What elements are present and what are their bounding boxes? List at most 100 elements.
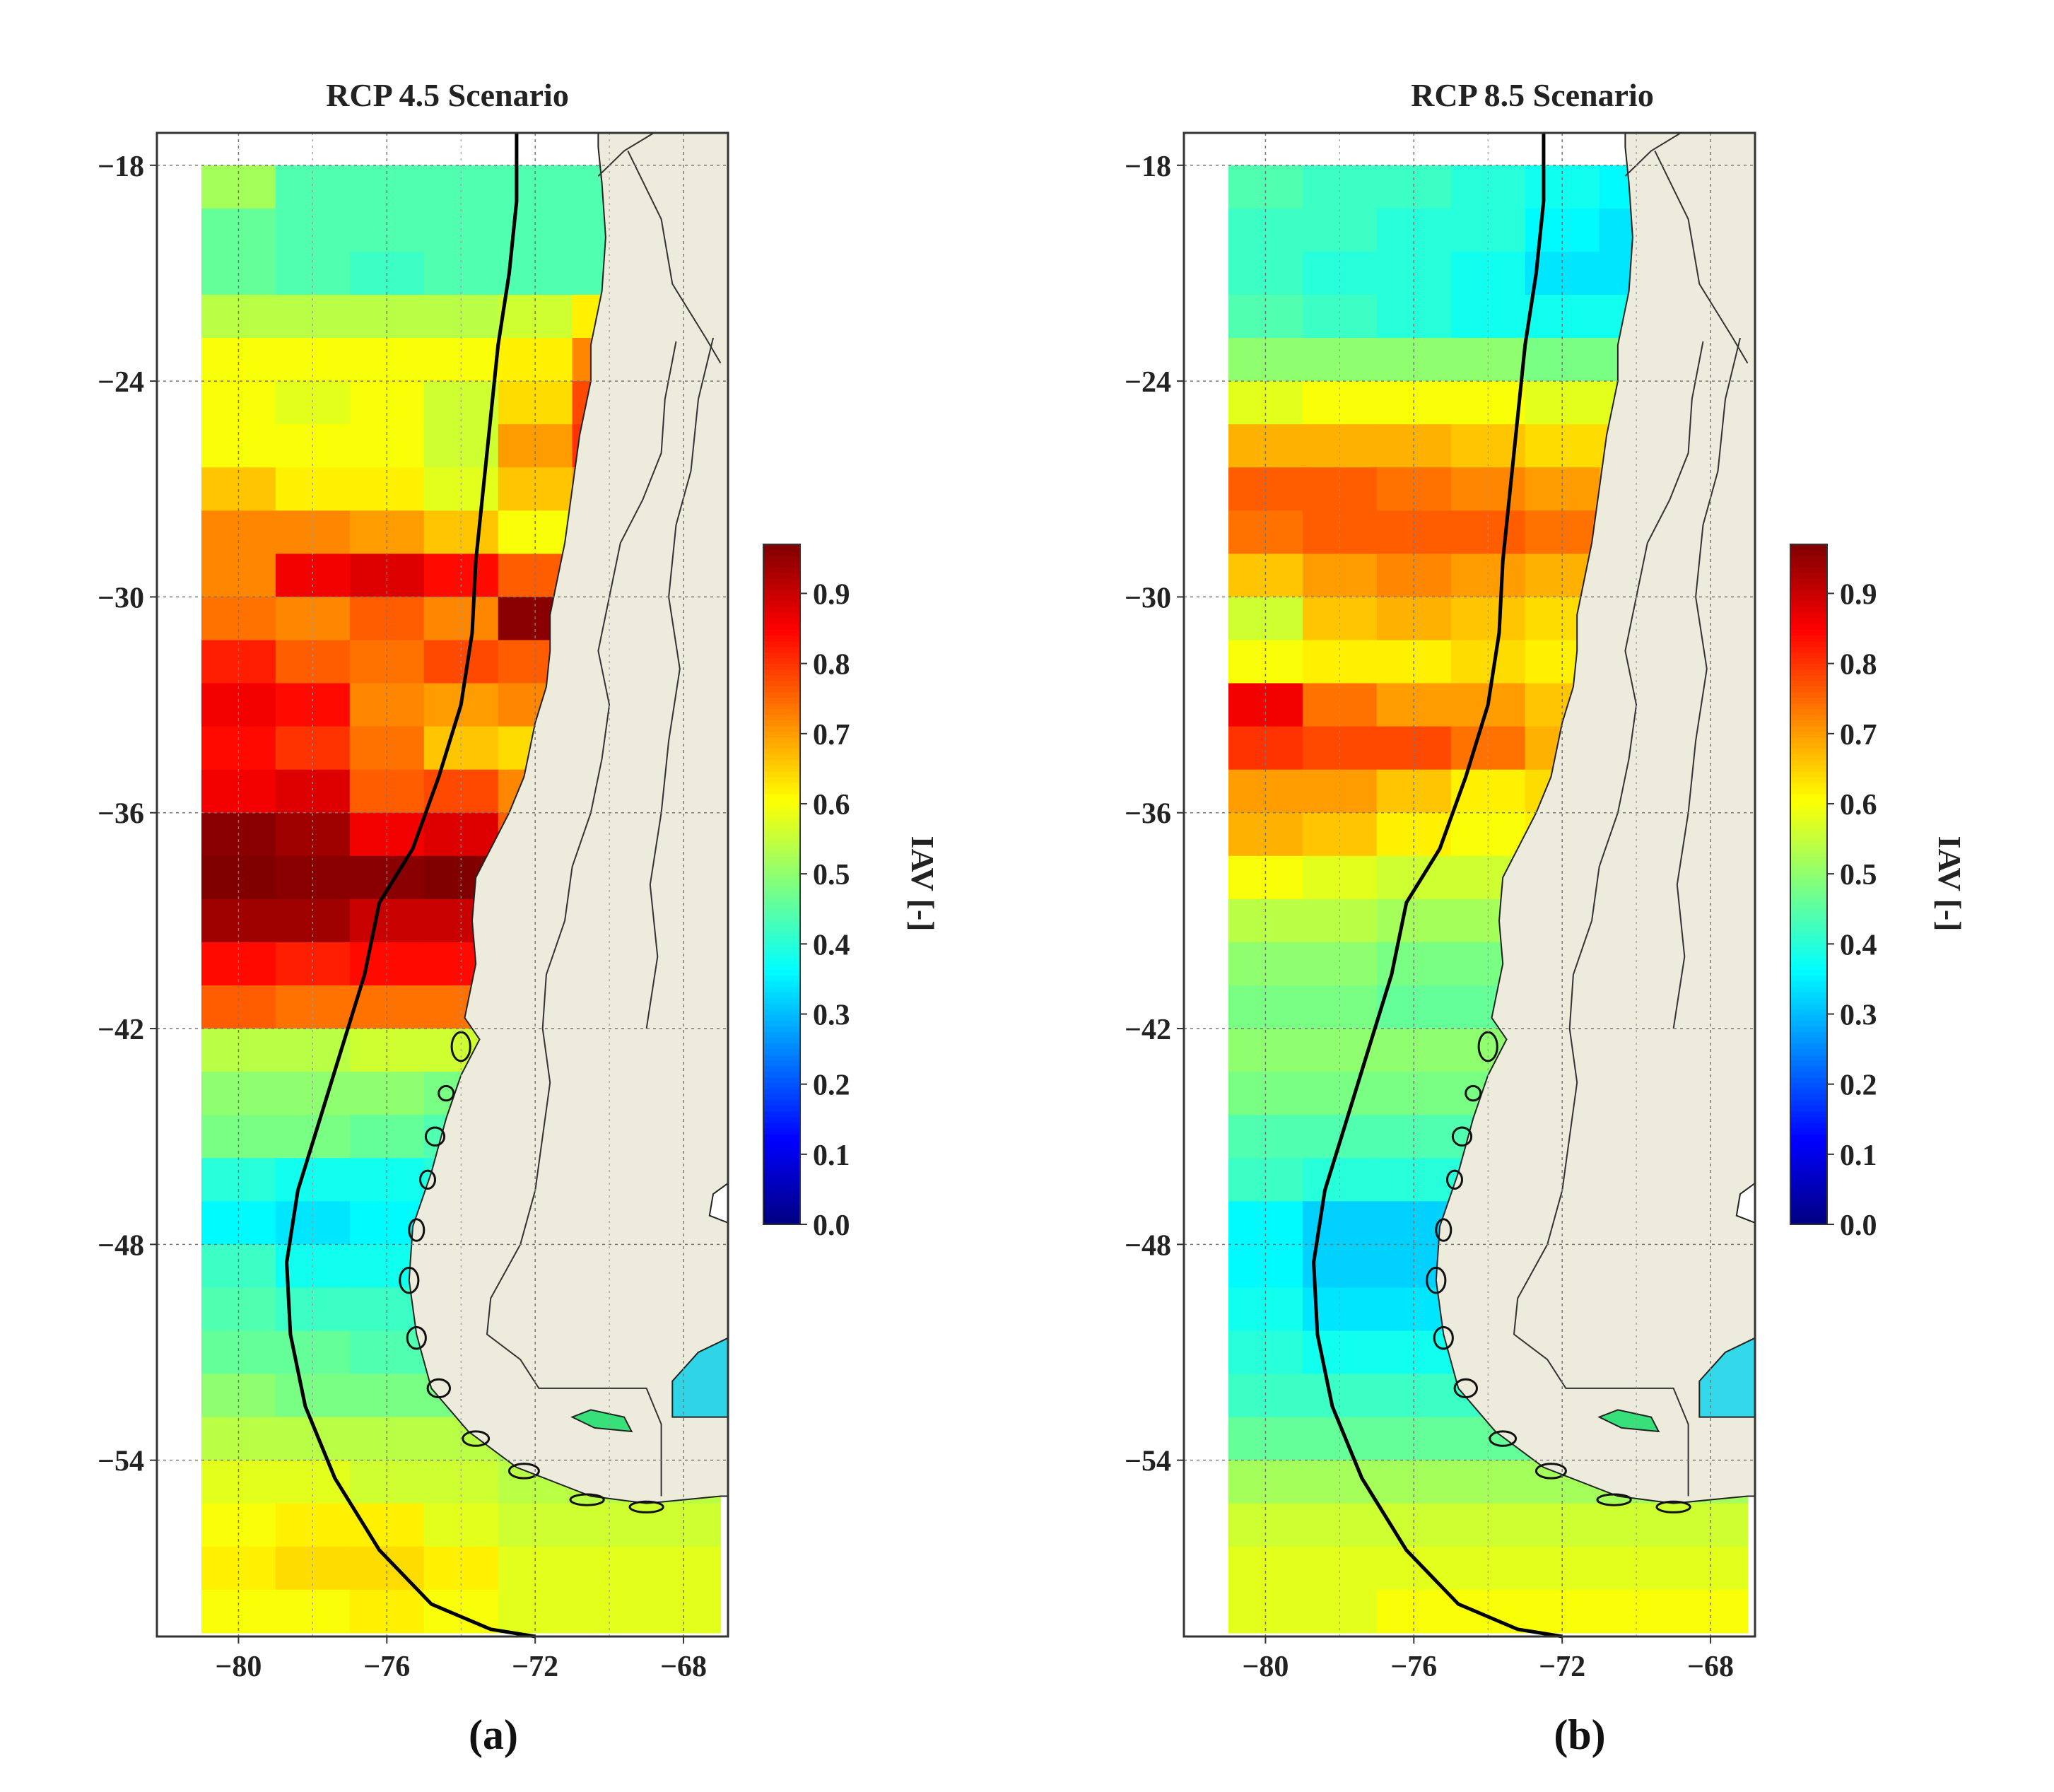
colorbar-segment (763, 958, 800, 964)
maritime-boundary-line (285, 133, 536, 1639)
fjord-island (399, 1266, 420, 1294)
colorbar-segment (763, 629, 800, 636)
colorbar-segment (763, 844, 800, 851)
strait-water (570, 1409, 633, 1433)
panel-a-sublabel: (a) (469, 1711, 518, 1758)
colorbar-tick-label: 0.9 (813, 578, 850, 611)
colorbar-segment (763, 1184, 800, 1191)
colorbar-segment (1790, 1026, 1827, 1033)
colorbar-segment (763, 1167, 800, 1174)
colorbar-segment (763, 578, 800, 585)
y-tick-label: −48 (1125, 1229, 1171, 1262)
colorbar-segment (1790, 827, 1827, 834)
colorbar-segment (763, 924, 800, 930)
colorbar-segment (763, 952, 800, 959)
colorbar-segment (763, 827, 800, 834)
colorbar-segment (1790, 618, 1827, 624)
colorbar-tick-label: 0.9 (1840, 578, 1877, 611)
colorbar-segment (763, 691, 800, 698)
colorbar-segment (1790, 561, 1827, 568)
colorbar-segment (763, 725, 800, 732)
colorbar-tick-label: 0.4 (813, 929, 850, 961)
colorbar-segment (1790, 838, 1827, 845)
colorbar-segment (1790, 986, 1827, 993)
land-mass (1435, 132, 1756, 1504)
land-mass (408, 132, 729, 1504)
colorbar-segment (763, 1161, 800, 1169)
heatmap-cell (275, 942, 351, 986)
colorbar-segment (763, 1150, 800, 1157)
colorbar-segment (1790, 550, 1827, 556)
colorbar-segment (763, 804, 800, 812)
colorbar-segment (763, 787, 800, 795)
colorbar-frame (1790, 544, 1828, 1225)
colorbar-segment (763, 838, 800, 845)
colorbar-segment (763, 1048, 800, 1055)
colorbar-segment (763, 703, 800, 710)
panel-a-map: −18−24−30−36−42−48−54−80 −76 −72 −680.00.10… (98, 131, 941, 1683)
colorbar-segment (1790, 867, 1827, 874)
gridlines (1184, 133, 1755, 1636)
heatmap-cell (275, 597, 351, 641)
panel-a-title: RCP 4.5 Scenario (326, 77, 569, 113)
fjord-island (462, 1430, 491, 1447)
colorbar-segment (763, 907, 800, 913)
colorbar-segment (763, 754, 800, 761)
colorbar-segment (763, 1088, 800, 1095)
colorbar-segment (763, 969, 800, 976)
colorbar-segment (1790, 573, 1827, 579)
colorbar-segment (1790, 1195, 1827, 1202)
colorbar-segment (1790, 1060, 1827, 1067)
colorbar-segment (763, 708, 800, 715)
colorbar-tick-label: 0.1 (813, 1140, 850, 1172)
colorbar-segment (1790, 964, 1827, 970)
heatmap-cell (275, 1201, 351, 1245)
gridlines (157, 133, 728, 1636)
colorbar-segment (763, 901, 800, 908)
colorbar-segment (763, 556, 800, 562)
colorbar-segment (763, 918, 800, 925)
colorbar-segment (1790, 799, 1827, 806)
colorbar-segment (1790, 737, 1827, 744)
colorbar-label: IAV [-] (1932, 836, 1968, 931)
colorbar-segment (1790, 1071, 1827, 1078)
colorbar-segment (763, 1139, 800, 1146)
colorbar-segment (763, 1009, 800, 1016)
fjord-island (424, 1126, 446, 1147)
colorbar-label: IAV [-] (905, 836, 941, 931)
country-border (1513, 341, 1704, 1497)
colorbar-segment (1790, 787, 1827, 795)
colorbar-tick-label: 0.2 (813, 1070, 850, 1102)
colorbar-segment (1790, 686, 1827, 693)
colorbar-tick-label: 0.7 (813, 719, 850, 751)
colorbar-segment (763, 930, 800, 936)
colorbar-segment (763, 1190, 800, 1197)
y-tick-label: −36 (98, 798, 144, 831)
y-tick-label: −18 (98, 151, 144, 183)
colorbar-segment (1790, 997, 1827, 1005)
heatmap-cell (275, 1072, 351, 1115)
heatmap-cell (1302, 338, 1378, 382)
colorbar-segment (1790, 1009, 1827, 1016)
colorbar-tick-label: 0.5 (813, 859, 850, 891)
colorbar-segment (1790, 924, 1827, 930)
colorbar-segment (763, 980, 800, 988)
colorbar-segment (763, 607, 800, 613)
x-tick-label: −80 (215, 1651, 262, 1683)
colorbar-segment (763, 737, 800, 744)
panel-b-sublabel: (b) (1554, 1711, 1606, 1758)
colorbar-segment (1790, 1184, 1827, 1191)
colorbar-segment (1790, 652, 1827, 659)
heatmap-cell (572, 1546, 647, 1591)
fjord-island (1534, 1463, 1567, 1480)
colorbar-segment (763, 657, 800, 664)
colorbar-segment (1790, 725, 1827, 732)
fjord-island (438, 1084, 455, 1102)
fjord-island (1477, 1031, 1498, 1062)
colorbar-tick-label: 0.3 (1840, 999, 1877, 1031)
colorbar-segment (763, 1128, 800, 1135)
colorbar-segment (1790, 754, 1827, 761)
fjord-island (406, 1325, 427, 1350)
fjord-island (1451, 1126, 1473, 1147)
colorbar-segment (1790, 1065, 1827, 1072)
